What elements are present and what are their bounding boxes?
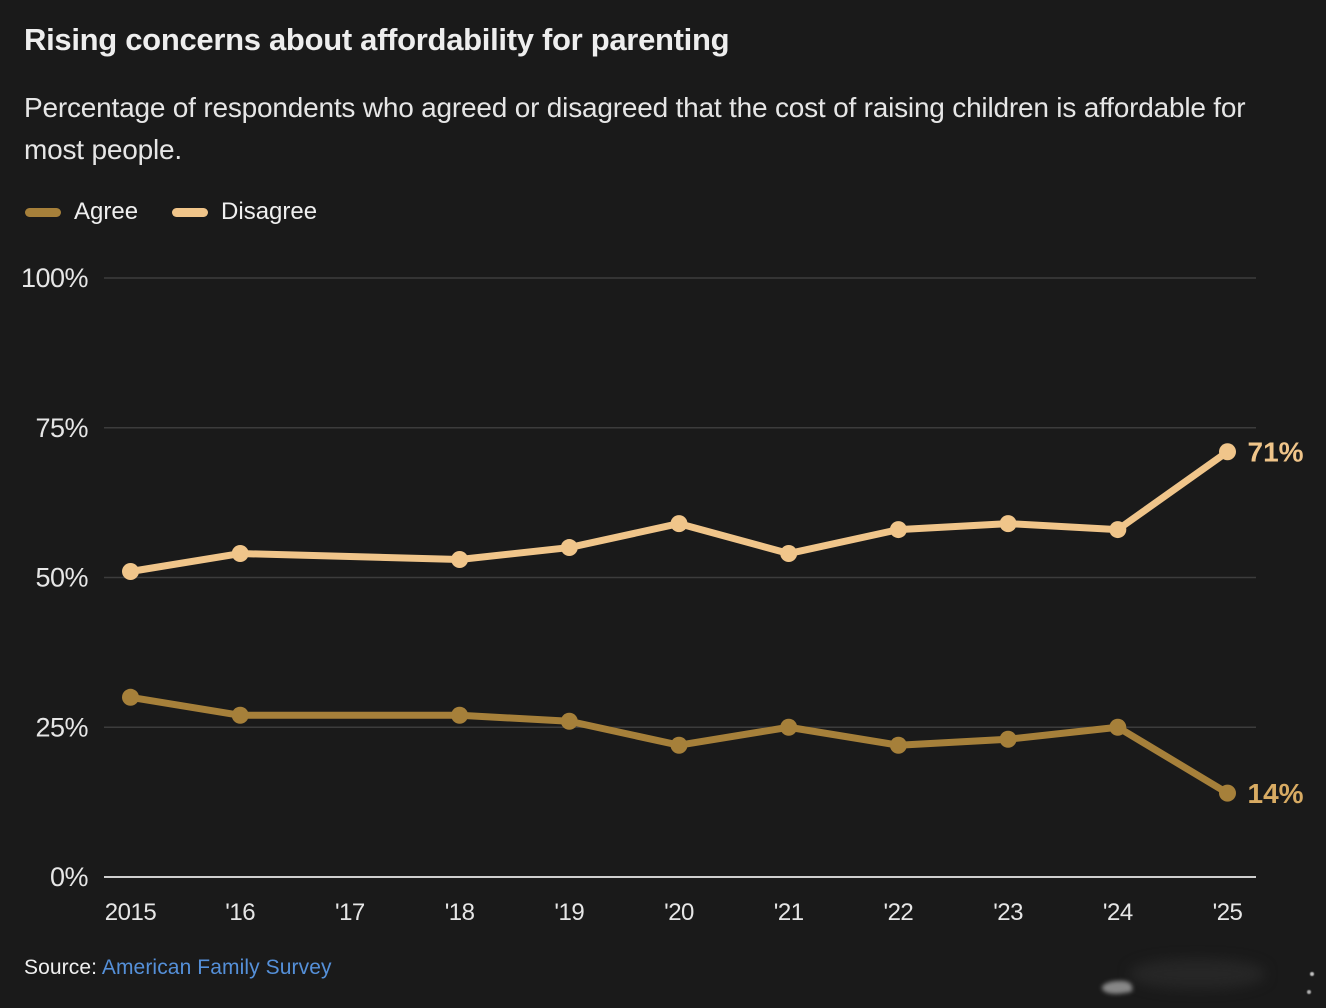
smudge-dot xyxy=(1310,972,1314,976)
data-point-disagree xyxy=(451,551,469,569)
y-tick-label: 75% xyxy=(35,413,88,443)
data-point-disagree xyxy=(231,545,249,563)
x-tick-label: '18 xyxy=(445,899,475,926)
data-point-agree xyxy=(122,688,139,706)
data-point-disagree xyxy=(999,515,1017,533)
data-point-agree xyxy=(670,736,688,754)
data-point-agree xyxy=(780,718,798,736)
x-tick-label: '19 xyxy=(554,899,584,926)
data-point-agree xyxy=(560,712,578,730)
x-tick-label: '21 xyxy=(774,899,804,926)
y-tick-label: 50% xyxy=(35,563,88,593)
chart-title: Rising concerns about affordability for … xyxy=(24,22,730,57)
x-tick-label: '22 xyxy=(884,899,914,926)
series-line-disagree xyxy=(127,448,1231,576)
data-point-disagree xyxy=(1219,443,1236,461)
data-point-agree xyxy=(1109,718,1127,736)
legend-item-agree: Agree xyxy=(25,198,138,226)
data-point-agree xyxy=(889,736,907,754)
smudge-highlight xyxy=(1101,978,1133,997)
data-point-agree xyxy=(1219,784,1236,802)
legend-item-disagree: Disagree xyxy=(172,198,317,226)
data-point-disagree xyxy=(560,539,578,557)
smudge-shadow xyxy=(1130,959,1265,989)
data-point-disagree xyxy=(1109,521,1127,539)
watermark-smudge xyxy=(1050,955,1326,1005)
source-prefix: Source: xyxy=(24,956,98,979)
x-tick-label: '23 xyxy=(993,899,1023,926)
x-tick-label: '25 xyxy=(1213,899,1243,926)
agree-swatch-icon xyxy=(25,207,61,217)
y-tick-label: 0% xyxy=(50,862,89,892)
x-tick-label: 2015 xyxy=(105,899,157,926)
source-link[interactable]: American Family Survey xyxy=(101,956,332,979)
x-tick-label: '16 xyxy=(225,899,255,926)
legend-label-agree: Agree xyxy=(74,198,139,225)
data-point-disagree xyxy=(670,515,688,533)
value-label-agree: 14% xyxy=(1248,778,1304,809)
chart-subtitle: Percentage of respondents who agreed or … xyxy=(24,92,1246,165)
series-line-agree xyxy=(127,693,1231,797)
smudge-dot xyxy=(1307,990,1311,994)
data-point-agree xyxy=(451,706,469,724)
data-point-disagree xyxy=(889,521,907,539)
data-point-disagree xyxy=(122,563,139,581)
data-point-agree xyxy=(231,706,249,724)
legend-label-disagree: Disagree xyxy=(221,198,318,225)
legend: Agree Disagree xyxy=(25,198,317,226)
y-tick-label: 100% xyxy=(21,263,89,293)
x-tick-label: '20 xyxy=(664,899,694,926)
data-point-disagree xyxy=(780,545,798,563)
y-tick-label: 25% xyxy=(35,712,88,742)
data-point-agree xyxy=(999,730,1017,748)
disagree-swatch-icon xyxy=(172,207,209,217)
x-tick-label: '24 xyxy=(1103,899,1133,926)
x-tick-label: '17 xyxy=(335,899,365,926)
source-line: Source: American Family Survey xyxy=(24,956,332,980)
value-label-disagree: 71% xyxy=(1248,437,1304,468)
